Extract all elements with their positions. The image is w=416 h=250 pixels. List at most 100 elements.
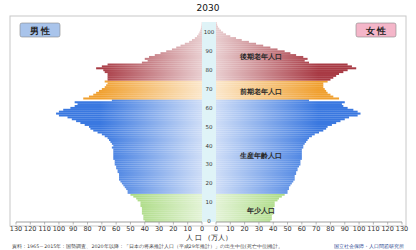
bar	[76, 120, 202, 122]
age-label: 80	[206, 67, 213, 73]
bar	[181, 45, 202, 47]
bar	[105, 80, 202, 82]
bar	[105, 135, 202, 137]
bar	[216, 33, 226, 35]
bar	[68, 116, 202, 118]
bar	[216, 199, 278, 201]
bar	[90, 128, 202, 130]
age-label: 20	[206, 180, 213, 186]
x-tick-label-left: 120	[24, 225, 36, 233]
bar	[99, 90, 202, 92]
bar	[143, 216, 202, 218]
bar	[102, 65, 202, 67]
bar	[216, 30, 221, 32]
bar	[216, 114, 358, 116]
bar	[216, 50, 285, 52]
bar	[216, 69, 348, 71]
bar	[216, 99, 309, 101]
plot-frame	[10, 16, 406, 226]
bar	[216, 77, 333, 79]
x-tick-label-left: 130	[10, 225, 22, 233]
bar	[155, 54, 202, 56]
bar	[75, 101, 202, 103]
x-tick-label-right: 130	[396, 225, 408, 233]
x-tick-label-left: 80	[83, 225, 91, 233]
bar	[216, 82, 323, 84]
x-tick-label-left: 60	[112, 225, 120, 233]
bar	[216, 35, 230, 37]
bar	[85, 124, 202, 126]
bar	[195, 37, 202, 39]
age-label: 100	[204, 29, 215, 35]
bar	[216, 79, 330, 81]
x-tick-label-right: 30	[255, 225, 263, 233]
bar	[216, 137, 309, 139]
x-tick-label-right: 100	[353, 225, 365, 233]
bar	[216, 80, 328, 82]
bar	[216, 28, 219, 30]
bar	[216, 65, 352, 67]
bar	[78, 103, 202, 105]
bar	[105, 71, 202, 73]
bar	[216, 64, 348, 66]
bar	[216, 103, 342, 105]
bar	[56, 113, 202, 115]
bar	[216, 182, 292, 184]
bar	[216, 162, 300, 164]
bar	[216, 62, 309, 64]
bar	[108, 64, 202, 66]
bar	[130, 194, 202, 196]
bar	[216, 147, 303, 149]
bar	[216, 107, 348, 109]
age-label: 0	[207, 218, 211, 224]
bar	[216, 24, 217, 26]
bar	[216, 145, 303, 147]
bar	[143, 214, 202, 216]
bar	[119, 177, 202, 179]
bar	[216, 111, 358, 113]
bar	[116, 167, 202, 169]
bar	[102, 133, 202, 135]
bar	[108, 73, 202, 75]
bar	[176, 47, 202, 49]
bar	[216, 75, 336, 77]
bar	[216, 139, 308, 141]
bar	[140, 201, 202, 203]
bar	[125, 186, 202, 188]
bar	[192, 39, 202, 41]
title: 2030	[197, 3, 220, 13]
bar	[80, 122, 202, 124]
bar	[216, 113, 361, 115]
legend-label: 女 性	[365, 26, 387, 36]
bar	[216, 179, 295, 181]
bar	[123, 184, 202, 186]
bar	[128, 192, 202, 194]
age-label: 50	[206, 124, 213, 130]
bar	[200, 30, 202, 32]
bar	[216, 188, 289, 190]
bar	[216, 148, 302, 150]
x-tick-label-left: 10	[184, 225, 192, 233]
bar	[216, 122, 336, 124]
x-tick-label-left: 70	[98, 225, 106, 233]
bar	[116, 165, 202, 167]
bar	[93, 94, 202, 96]
x-tick-label-left: 30	[155, 225, 163, 233]
bar	[113, 158, 202, 160]
x-tick-label-right: 70	[312, 225, 320, 233]
bar	[136, 197, 202, 199]
bar	[102, 88, 202, 90]
bar	[72, 118, 202, 120]
bar	[189, 41, 202, 43]
bar	[185, 43, 202, 45]
bar	[216, 116, 349, 118]
bar	[216, 180, 293, 182]
bar	[112, 143, 202, 145]
bar	[108, 77, 202, 79]
bar	[63, 109, 202, 111]
bar	[113, 152, 202, 154]
age-group-label: 後期老年人口	[239, 53, 282, 61]
x-tick-label-left: 40	[141, 225, 149, 233]
bar	[216, 194, 285, 196]
bar	[216, 97, 339, 99]
